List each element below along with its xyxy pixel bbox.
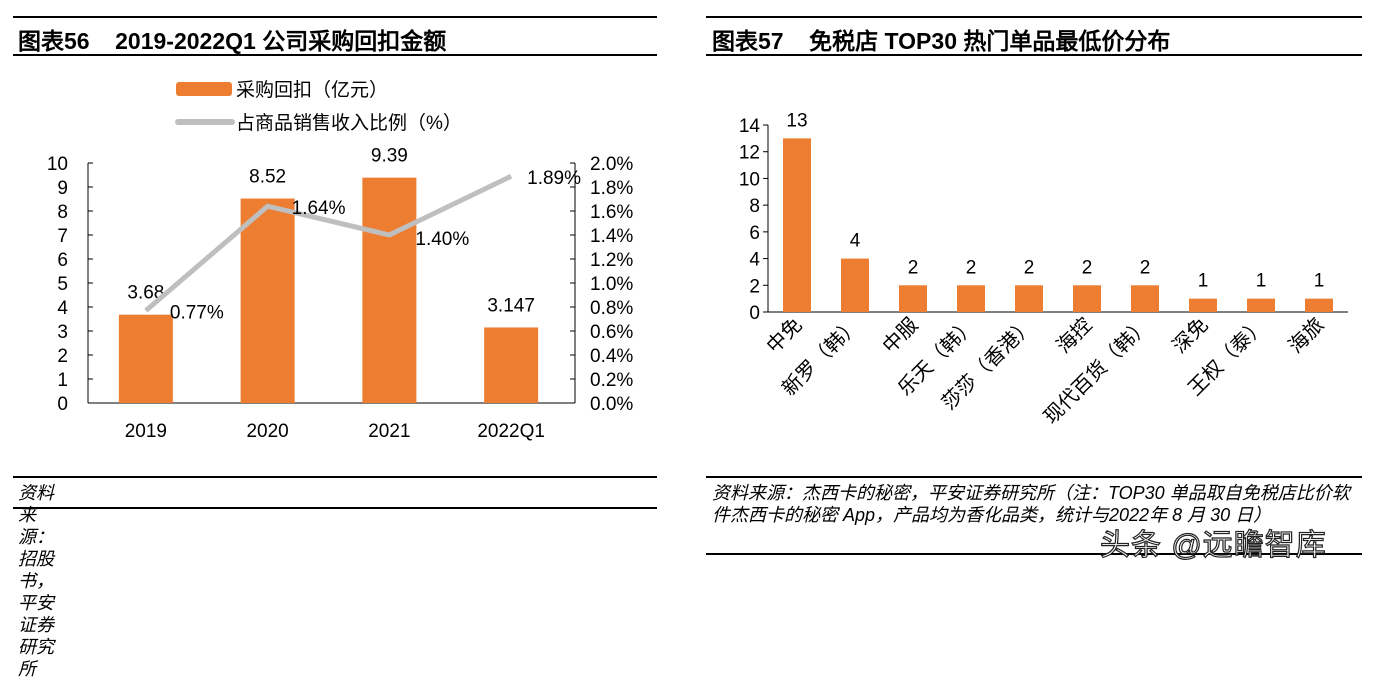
x-tick-label: 海旅 — [1284, 313, 1329, 358]
x-tick-label: 2022Q1 — [477, 421, 545, 442]
y-tick-label: 4 — [749, 250, 760, 271]
ratio-value-label: 1.40% — [415, 229, 469, 250]
bar-value-label: 1 — [1198, 271, 1209, 292]
bar-2021 — [362, 178, 416, 403]
bar-中服 — [899, 285, 927, 312]
watermark: 头条 @远瞻智库 — [1100, 520, 1327, 564]
left-y-tick-label: 4 — [57, 298, 68, 319]
bar-海控 — [1073, 285, 1101, 312]
y-tick-label: 10 — [739, 169, 760, 190]
right-y-tick-label: 2.0% — [590, 154, 633, 175]
bar-value-label: 2 — [908, 257, 919, 278]
bar-value-label: 2 — [1082, 257, 1093, 278]
bar-value-label: 9.39 — [371, 146, 408, 167]
left-y-tick-label: 8 — [57, 202, 68, 223]
y-tick-label: 6 — [749, 223, 760, 244]
y-tick-label: 8 — [749, 196, 760, 217]
right-title-rule — [706, 54, 1362, 56]
x-tick-label: 2020 — [246, 421, 288, 442]
right-y-tick-label: 1.8% — [590, 178, 633, 199]
ratio-value-label: 1.89% — [527, 168, 581, 189]
right-y-tick-label: 1.4% — [590, 226, 633, 247]
bar-value-label: 2 — [1024, 257, 1035, 278]
x-tick-label: 现代百货（韩） — [1039, 313, 1154, 428]
y-tick-label: 2 — [749, 276, 760, 297]
x-tick-label: 2021 — [368, 421, 410, 442]
left-chart-title: 图表56 2019-2022Q1 公司采购回扣金额 — [18, 22, 446, 56]
bar-新罗（韩） — [841, 259, 869, 312]
x-tick-label: 2019 — [125, 421, 167, 442]
bar-value-label: 3.147 — [487, 295, 535, 316]
legend-bar-swatch — [176, 82, 232, 96]
x-tick-label: 中免 — [762, 313, 807, 358]
left-y-tick-label: 7 — [57, 226, 68, 247]
ratio-value-label: 1.64% — [292, 198, 346, 219]
bar-莎莎（香港） — [1015, 285, 1043, 312]
right-y-tick-label: 1.2% — [590, 250, 633, 271]
left-y-tick-label: 6 — [57, 250, 68, 271]
left-source: 资料来源：招股书，平安证券研究所 — [18, 482, 54, 680]
bar-2019 — [119, 315, 173, 403]
bar-value-label: 13 — [786, 110, 807, 131]
right-y-tick-label: 0.0% — [590, 394, 633, 415]
bar-中免 — [783, 138, 811, 312]
legend-line-label: 占商品销售收入比例（%） — [236, 112, 462, 134]
x-tick-label: 海控 — [1052, 313, 1097, 358]
bar-现代百货（韩） — [1131, 285, 1159, 312]
x-tick-label: 中服 — [878, 313, 923, 358]
bar-value-label: 2 — [966, 257, 977, 278]
legend-bar-label: 采购回扣（亿元） — [236, 79, 388, 101]
bar-深免 — [1189, 299, 1217, 312]
bar-王权（泰） — [1247, 299, 1275, 312]
left-y-tick-label: 5 — [57, 274, 68, 295]
left-title-rule — [13, 54, 657, 56]
right-y-tick-label: 1.0% — [590, 274, 633, 295]
ratio-value-label: 0.77% — [170, 303, 224, 324]
right-y-tick-label: 0.2% — [590, 370, 633, 391]
bar-value-label: 8.52 — [249, 167, 286, 188]
y-tick-label: 12 — [739, 143, 760, 164]
bar-乐天（韩） — [957, 285, 985, 312]
bar-2020 — [241, 199, 295, 403]
left-y-tick-label: 1 — [57, 370, 68, 391]
y-tick-label: 0 — [749, 303, 760, 324]
left-y-tick-label: 10 — [47, 154, 68, 175]
bar-海旅 — [1305, 299, 1333, 312]
purchase-rebate-chart: 采购回扣（亿元） 占商品销售收入比例（%） 0 1 2 3 4 5 6 7 8 9 10 0.0% 0.2%… — [0, 60, 660, 520]
right-chart-title: 图表57 免税店 TOP30 热门单品最低价分布 — [712, 22, 1170, 56]
right-y-tick-label: 0.8% — [590, 298, 633, 319]
bar-value-label: 1 — [1256, 271, 1267, 292]
right-y-tick-label: 0.6% — [590, 322, 633, 343]
left-y-tick-label: 0 — [57, 394, 68, 415]
left-y-tick-label: 9 — [57, 178, 68, 199]
right-top-rule — [706, 16, 1362, 18]
bar-value-label: 2 — [1140, 257, 1151, 278]
bar-value-label: 1 — [1314, 271, 1325, 292]
left-bottom-rule — [13, 507, 657, 509]
right-y-tick-label: 0.4% — [590, 346, 633, 367]
x-tick-label: 深免 — [1168, 313, 1213, 358]
y-tick-label: 14 — [739, 116, 761, 137]
left-source-rule — [13, 476, 657, 478]
right-y-tick-label: 1.6% — [590, 202, 633, 223]
bar-value-label: 4 — [850, 231, 861, 252]
left-y-tick-label: 3 — [57, 322, 68, 343]
right-source-rule — [706, 476, 1362, 478]
left-top-rule — [13, 16, 657, 18]
bar-2022Q1 — [484, 327, 538, 403]
left-y-tick-label: 2 — [57, 346, 68, 367]
